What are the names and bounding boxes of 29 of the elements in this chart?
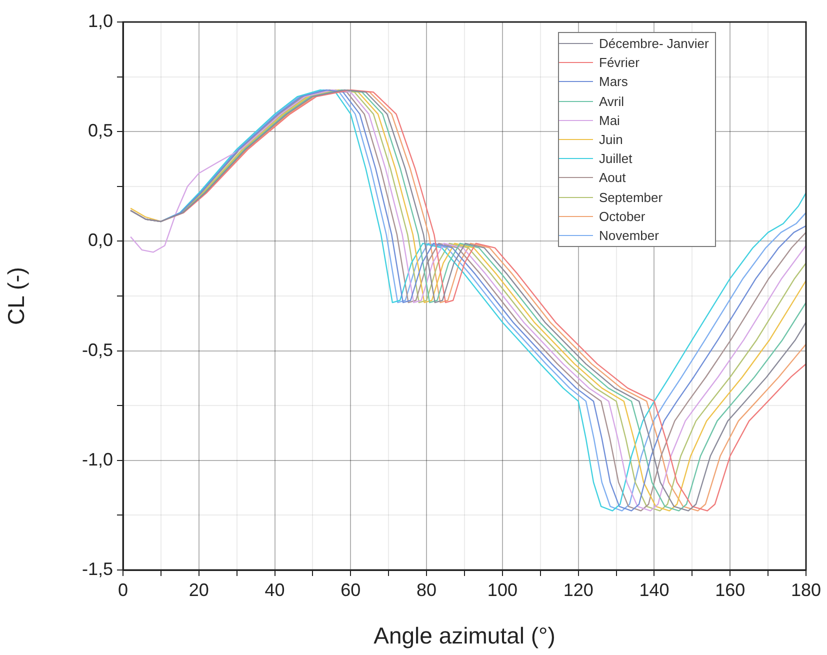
y-tick-label: -0,5 (82, 340, 113, 360)
x-tick-label: 20 (188, 580, 209, 600)
legend-label: Février (599, 55, 640, 70)
y-tick-label: 0,5 (88, 120, 113, 141)
y-tick-label: 0,0 (88, 230, 113, 250)
x-tick-label: 160 (715, 580, 746, 600)
y-tick-label: -1,0 (82, 449, 113, 470)
legend-label: Mars (599, 74, 628, 90)
y-axis-title: CL (-) (3, 267, 30, 325)
legend-label: Aout (599, 170, 626, 186)
legend-label: Décembre- Janvier (599, 36, 709, 52)
legend-label: Juillet (599, 151, 632, 166)
legend-label: November (599, 228, 659, 243)
x-axis-title: Angle azimutal (°) (374, 622, 556, 649)
legend-label: September (599, 190, 663, 205)
x-tick-label: 60 (340, 580, 361, 600)
legend-label: Avril (599, 94, 624, 109)
y-tick-label: -1,5 (82, 558, 113, 579)
x-tick-label: 100 (487, 580, 518, 600)
x-tick-label: 40 (264, 580, 285, 600)
legend-label: Mai (599, 112, 620, 128)
legend-label: Juin (599, 132, 623, 148)
legend-label: October (599, 208, 646, 224)
x-tick-label: 140 (639, 580, 670, 600)
y-tick-label: 1,0 (88, 10, 113, 31)
x-tick-label: 80 (416, 580, 437, 600)
x-tick-label: 120 (563, 580, 594, 600)
x-tick-label: 0 (118, 580, 128, 600)
x-tick-label: 180 (790, 580, 822, 600)
